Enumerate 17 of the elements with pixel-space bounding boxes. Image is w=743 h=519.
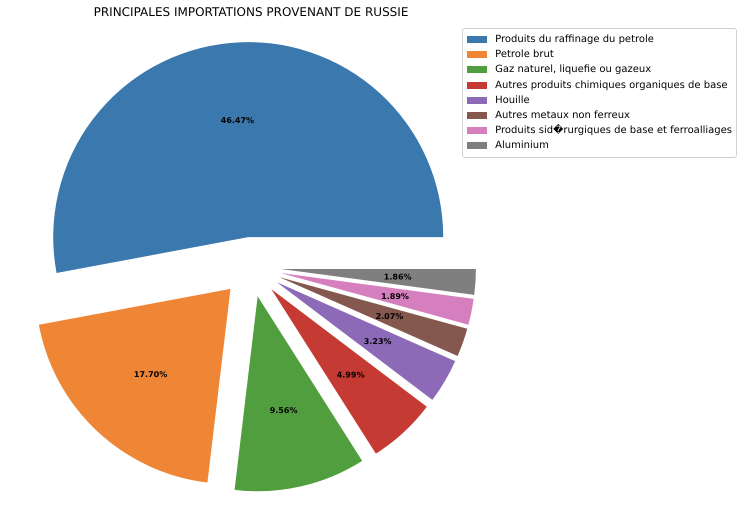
data-label: 1.89% xyxy=(381,292,409,301)
legend-label: Petrole brut xyxy=(495,49,554,60)
legend-label: Autres produits chimiques organiques de base xyxy=(495,80,728,91)
legend-label: Produits sid�rurgiques de base et ferroalliages xyxy=(495,125,732,136)
data-label: 17.70% xyxy=(134,370,168,379)
chart-title: PRINCIPALES IMPORTATIONS PROVENANT DE RUSSIE xyxy=(92,5,410,19)
legend-label: Gaz naturel, liquefie ou gazeux xyxy=(495,64,652,76)
data-label: 4.99% xyxy=(336,370,364,380)
data-label: 1.86% xyxy=(384,272,412,282)
data-label: 2.07% xyxy=(376,312,404,321)
legend-label: Autres metaux non ferreux xyxy=(495,110,630,122)
legend-label: Houille xyxy=(495,94,530,106)
data-label: 9.56% xyxy=(270,406,298,415)
legend-label: Produits du raffinage du petrole xyxy=(495,34,654,46)
data-label: 3.23% xyxy=(364,337,392,346)
legend-label: Aluminium xyxy=(495,140,549,152)
data-label: 46.47% xyxy=(220,116,254,126)
